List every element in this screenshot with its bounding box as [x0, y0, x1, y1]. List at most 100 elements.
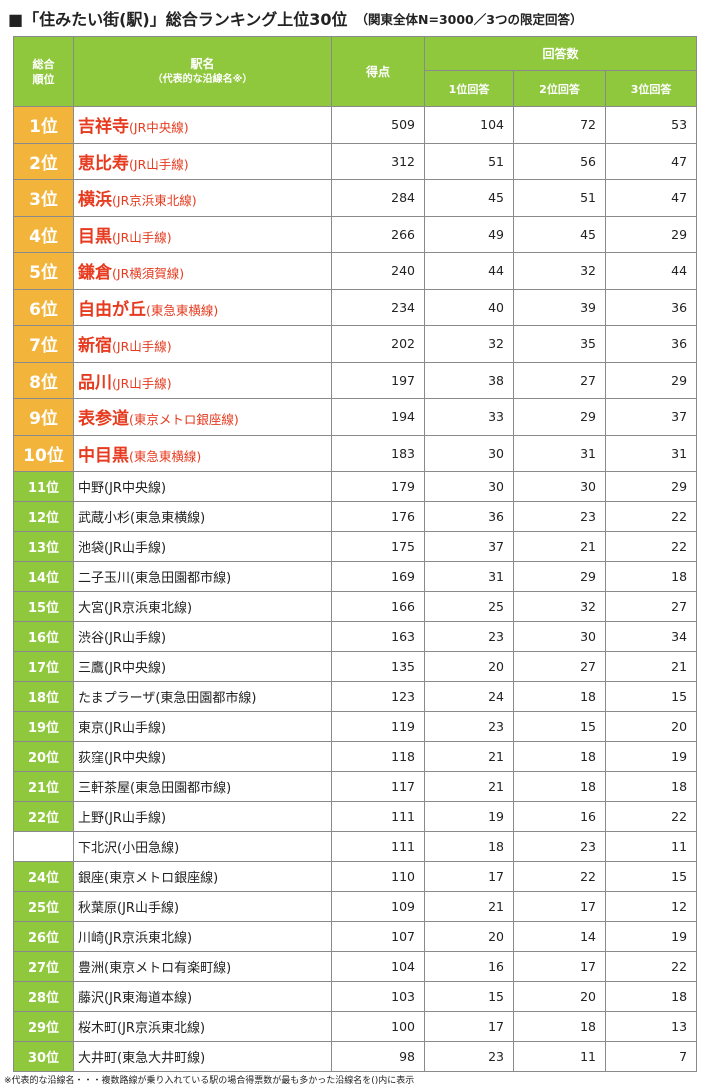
- vote2-cell: 18: [513, 771, 606, 802]
- rank-cell: 2位: [13, 142, 74, 180]
- station-name: 中目黒: [78, 445, 129, 466]
- vote1-cell: 104: [424, 106, 514, 144]
- header-rank: 総合 順位: [13, 36, 74, 107]
- station-name: 川崎: [78, 931, 105, 946]
- station-name: 銀座: [78, 871, 105, 886]
- score-cell: 110: [331, 861, 425, 892]
- station-line: (JR山手線): [104, 811, 167, 826]
- vote3-cell: 20: [604, 711, 698, 742]
- rank-cell: 8位: [13, 361, 74, 399]
- station-cell: 渋谷(JR山手線): [73, 621, 332, 652]
- station-name: 桜木町: [78, 1021, 118, 1036]
- rank-cell: 14位: [13, 561, 74, 592]
- vote2-cell: 29: [513, 561, 606, 592]
- vote3-cell: 22: [604, 501, 698, 532]
- station-cell: 目黒(JR山手線): [73, 215, 332, 253]
- vote2-cell: 32: [513, 252, 606, 290]
- vote1-cell: 30: [424, 471, 514, 502]
- station-cell: 下北沢(小田急線): [73, 831, 332, 862]
- station-cell: 表参道(東京メトロ銀座線): [73, 398, 332, 436]
- vote1-cell: 30: [424, 434, 514, 472]
- vote2-cell: 14: [513, 921, 606, 952]
- vote1-cell: 37: [424, 531, 514, 562]
- table-row: 2位 恵比寿(JR山手線) 312 51 56 47: [13, 142, 698, 180]
- vote3-cell: 27: [604, 591, 698, 622]
- table-row: 5位 鎌倉(JR横須賀線) 240 44 32 44: [13, 252, 698, 290]
- station-name: たまプラーザ: [78, 691, 156, 706]
- score-cell: 107: [331, 921, 425, 952]
- station-cell: たまプラーザ(東急田園都市線): [73, 681, 332, 712]
- table-row: 19位 東京(JR山手線) 119 23 15 20: [13, 711, 698, 742]
- station-cell: 大宮(JR京浜東北線): [73, 591, 332, 622]
- table-row: 10位 中目黒(東急東横線) 183 30 31 31: [13, 434, 698, 472]
- ranking-table: 総合 順位 駅名 （代表的な沿線名※） 得点 回答数 1位回答 2位回答 3位回…: [13, 36, 698, 1072]
- station-name: 荻窪: [78, 751, 105, 766]
- score-cell: 103: [331, 981, 425, 1012]
- header-vote3: 3位回答: [604, 70, 698, 107]
- table-row: 11位 中野(JR中央線) 179 30 30 29: [13, 471, 698, 502]
- vote3-cell: 47: [604, 179, 698, 217]
- vote3-cell: 36: [604, 288, 698, 326]
- header-vote1: 1位回答: [424, 70, 514, 107]
- vote2-cell: 29: [513, 398, 606, 436]
- station-cell: 鎌倉(JR横須賀線): [73, 252, 332, 290]
- table-row: 29位 桜木町(JR京浜東北線) 100 17 18 13: [13, 1011, 698, 1042]
- rank-cell: 13位: [13, 531, 74, 562]
- station-name: 新宿: [78, 336, 112, 357]
- vote3-cell: 44: [604, 252, 698, 290]
- vote2-cell: 51: [513, 179, 606, 217]
- score-cell: 117: [331, 771, 425, 802]
- rank-cell: 17位: [13, 651, 74, 682]
- station-name: 上野: [78, 811, 105, 826]
- station-line: (JR中央線): [104, 481, 167, 496]
- table-row: 14位 二子玉川(東急田園都市線) 169 31 29 18: [13, 561, 698, 592]
- station-line: (JR京浜東北線): [117, 1021, 206, 1036]
- vote1-cell: 19: [424, 801, 514, 832]
- score-cell: 312: [331, 142, 425, 180]
- station-name: 三軒茶屋: [78, 781, 131, 796]
- header-station-sublabel: （代表的な沿線名※）: [152, 73, 253, 85]
- station-line: (東急田園都市線): [130, 781, 232, 796]
- vote3-cell: 29: [604, 215, 698, 253]
- rank-cell: 27位: [13, 951, 74, 982]
- rank-cell: 10位: [13, 434, 74, 472]
- vote3-cell: 22: [604, 951, 698, 982]
- vote2-cell: 32: [513, 591, 606, 622]
- vote2-cell: 27: [513, 361, 606, 399]
- station-cell: 上野(JR山手線): [73, 801, 332, 832]
- station-line: (JR山手線): [117, 901, 180, 916]
- station-line: (東京メトロ銀座線): [104, 871, 219, 886]
- station-line: (JR中央線): [129, 120, 189, 136]
- table-row: 13位 池袋(JR山手線) 175 37 21 22: [13, 531, 698, 562]
- vote1-cell: 33: [424, 398, 514, 436]
- rank-cell: 22位: [13, 801, 74, 832]
- page-title: ■「住みたい街(駅)」総合ランキング上位30位: [8, 10, 348, 29]
- score-cell: 104: [331, 951, 425, 982]
- station-name: 東京: [78, 721, 105, 736]
- vote1-cell: 51: [424, 142, 514, 180]
- vote1-cell: 15: [424, 981, 514, 1012]
- station-line: (東急大井町線): [117, 1051, 206, 1066]
- station-line: (東京メトロ有楽町線): [104, 961, 232, 976]
- station-name: 豊洲: [78, 961, 105, 976]
- vote2-cell: 17: [513, 891, 606, 922]
- vote3-cell: 18: [604, 561, 698, 592]
- score-cell: 179: [331, 471, 425, 502]
- station-line: (JR山手線): [104, 631, 167, 646]
- rank-cell: 28位: [13, 981, 74, 1012]
- score-cell: 109: [331, 891, 425, 922]
- vote2-cell: 31: [513, 434, 606, 472]
- vote2-cell: 16: [513, 801, 606, 832]
- rank-cell: 11位: [13, 471, 74, 502]
- station-cell: 銀座(東京メトロ銀座線): [73, 861, 332, 892]
- station-cell: 二子玉川(東急田園都市線): [73, 561, 332, 592]
- vote3-cell: 15: [604, 861, 698, 892]
- station-line: (JR中央線): [104, 751, 167, 766]
- footnote: ※代表的な沿線名・・・複数路線が乗り入れている駅の場合得票数が最も多かった沿線名…: [4, 1076, 415, 1086]
- vote1-cell: 21: [424, 741, 514, 772]
- vote1-cell: 17: [424, 861, 514, 892]
- table-row: 15位 大宮(JR京浜東北線) 166 25 32 27: [13, 591, 698, 622]
- station-line: (東急東横線): [130, 511, 206, 526]
- station-name: 目黒: [78, 226, 112, 247]
- score-cell: 111: [331, 801, 425, 832]
